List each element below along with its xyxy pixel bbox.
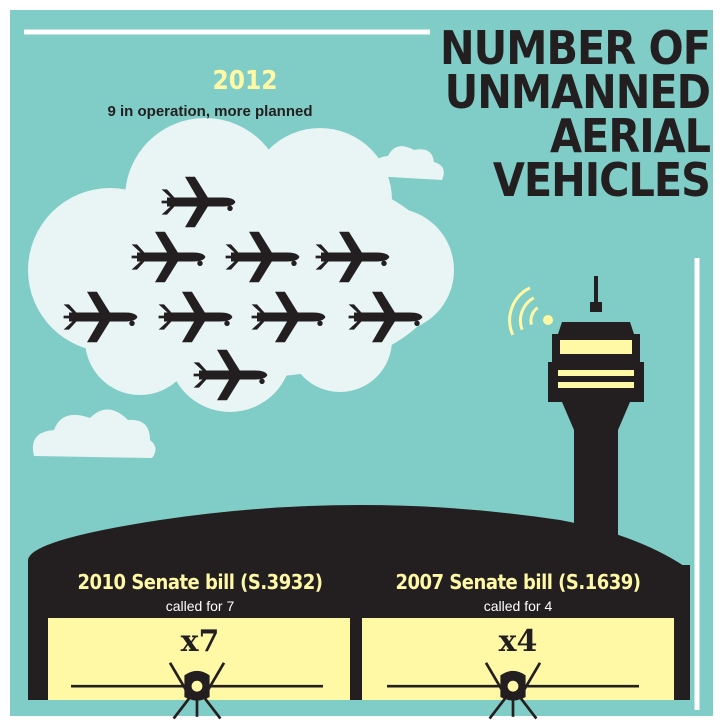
bill-title: 2007 Senate bill (S.1639)	[362, 570, 674, 594]
headline: NUMBER OF UNMANNED AERIAL VEHICLES	[380, 26, 710, 202]
bill-title: 2010 Senate bill (S.3932)	[50, 570, 350, 594]
headline-line: UNMANNED	[380, 70, 710, 114]
headline-line: VEHICLES	[380, 158, 710, 202]
year-label: 2012	[120, 66, 370, 96]
year-caption: 9 in operation, more planned	[60, 103, 360, 120]
bill-caption: called for 7	[50, 598, 350, 614]
bill-caption: called for 4	[362, 598, 674, 614]
bill-multiplier: x7	[150, 624, 250, 659]
bill-multiplier: x4	[468, 624, 568, 659]
headline-line: NUMBER OF	[380, 26, 710, 70]
headline-line: AERIAL	[380, 114, 710, 158]
